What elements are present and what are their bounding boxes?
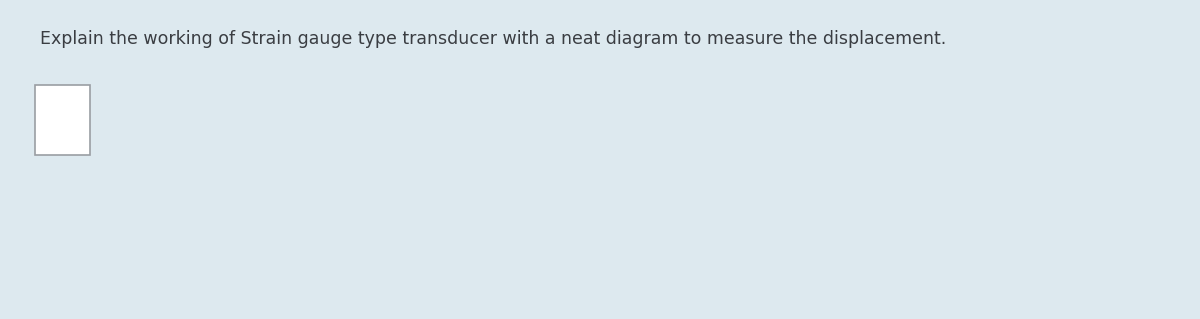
Text: Explain the working of Strain gauge type transducer with a neat diagram to measu: Explain the working of Strain gauge type… [40,30,947,48]
Bar [35,85,90,155]
